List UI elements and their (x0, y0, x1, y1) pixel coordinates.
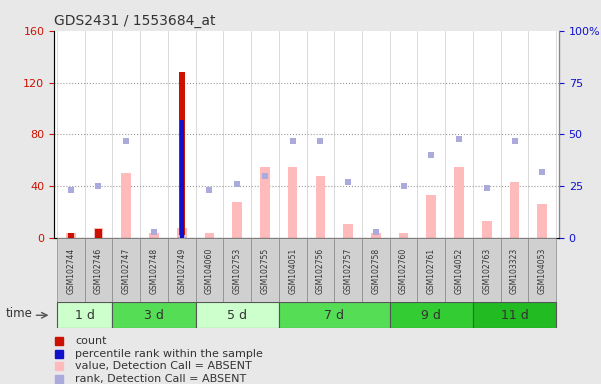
Bar (389, 302, 473, 328)
Bar (279, 302, 389, 328)
Bar (57, 302, 112, 328)
Point (66, 187, 76, 194)
Text: GSM102757: GSM102757 (344, 248, 353, 294)
Bar (288, 167, 297, 238)
Text: GSM102747: GSM102747 (122, 248, 130, 294)
Bar (85, 238, 112, 303)
Bar (316, 176, 325, 238)
Text: GSM102748: GSM102748 (150, 248, 159, 294)
Bar (224, 238, 251, 303)
Text: 9 d: 9 d (421, 309, 441, 322)
Bar (178, 72, 185, 238)
Bar (66, 233, 76, 238)
Text: GSM104052: GSM104052 (454, 248, 463, 294)
Bar (279, 238, 307, 303)
Text: GSM104053: GSM104053 (538, 248, 547, 294)
Bar (68, 233, 74, 238)
Bar (195, 302, 279, 328)
Bar (537, 204, 547, 238)
Bar (362, 238, 389, 303)
Bar (180, 120, 184, 238)
Point (177, 235, 186, 241)
Bar (482, 221, 492, 238)
Bar (307, 238, 334, 303)
Text: GSM102744: GSM102744 (66, 248, 75, 294)
Text: GSM102749: GSM102749 (177, 248, 186, 294)
Bar (168, 238, 195, 303)
Bar (57, 238, 85, 303)
Text: GDS2431 / 1553684_at: GDS2431 / 1553684_at (54, 13, 216, 28)
Text: 7 d: 7 d (325, 309, 344, 322)
Bar (251, 238, 279, 303)
Point (233, 181, 242, 187)
Text: GSM104051: GSM104051 (288, 248, 297, 294)
Bar (149, 233, 159, 238)
Point (94, 183, 103, 189)
Text: GSM102758: GSM102758 (371, 248, 380, 294)
Text: value, Detection Call = ABSENT: value, Detection Call = ABSENT (75, 361, 252, 371)
Bar (94, 228, 103, 238)
Bar (398, 233, 409, 238)
Point (371, 229, 380, 235)
Bar (445, 238, 473, 303)
Bar (473, 238, 501, 303)
Text: 3 d: 3 d (144, 309, 164, 322)
Point (399, 183, 409, 189)
Bar (204, 233, 215, 238)
Bar (528, 238, 556, 303)
Text: GSM102763: GSM102763 (483, 248, 491, 294)
Text: GSM102760: GSM102760 (399, 248, 408, 294)
Bar (418, 238, 445, 303)
Bar (96, 229, 102, 238)
Point (149, 229, 159, 235)
Bar (454, 167, 464, 238)
Bar (195, 238, 224, 303)
Text: GSM102761: GSM102761 (427, 248, 436, 294)
Bar (427, 195, 436, 238)
Bar (334, 238, 362, 303)
Point (260, 173, 270, 179)
Point (537, 169, 547, 175)
Bar (473, 302, 556, 328)
Bar (501, 238, 528, 303)
Text: GSM103323: GSM103323 (510, 248, 519, 294)
Bar (140, 238, 168, 303)
Point (316, 137, 325, 144)
Point (121, 137, 131, 144)
Point (343, 179, 353, 185)
Text: percentile rank within the sample: percentile rank within the sample (75, 349, 263, 359)
Bar (510, 182, 519, 238)
Text: 5 d: 5 d (227, 309, 247, 322)
Text: GSM102753: GSM102753 (233, 248, 242, 294)
Point (454, 136, 464, 142)
Text: GSM104060: GSM104060 (205, 248, 214, 294)
Text: GSM102756: GSM102756 (316, 248, 325, 294)
Bar (371, 233, 380, 238)
Point (427, 152, 436, 158)
Bar (177, 228, 186, 238)
Bar (343, 224, 353, 238)
Text: 11 d: 11 d (501, 309, 528, 322)
Bar (112, 302, 195, 328)
Text: GSM102746: GSM102746 (94, 248, 103, 294)
Point (288, 137, 297, 144)
Point (510, 137, 519, 144)
Bar (389, 238, 418, 303)
Text: 1 d: 1 d (75, 309, 94, 322)
Bar (121, 173, 131, 238)
Text: count: count (75, 336, 107, 346)
Text: time: time (5, 308, 32, 321)
Point (204, 187, 214, 194)
Bar (260, 167, 270, 238)
Point (482, 185, 492, 191)
Bar (112, 238, 140, 303)
Text: rank, Detection Call = ABSENT: rank, Detection Call = ABSENT (75, 374, 246, 384)
Bar (233, 202, 242, 238)
Text: GSM102755: GSM102755 (260, 248, 269, 294)
